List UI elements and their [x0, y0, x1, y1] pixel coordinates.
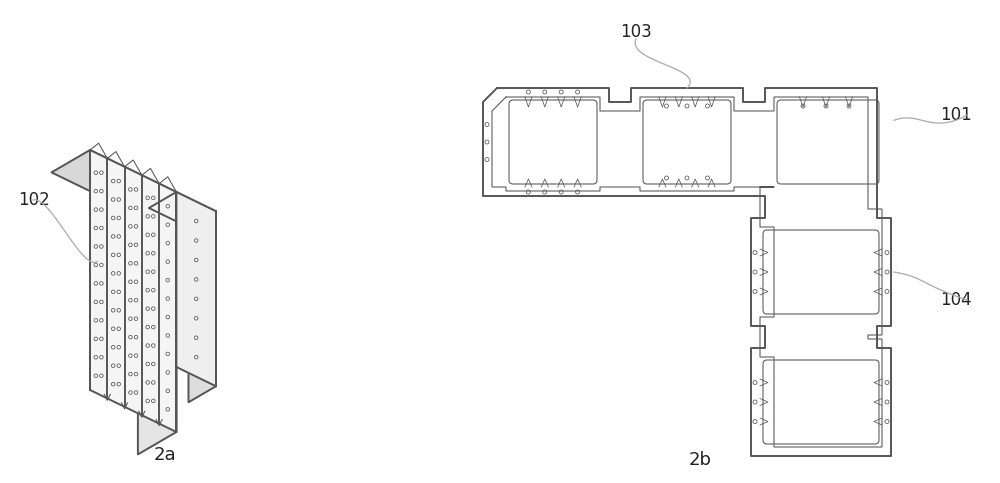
- Text: 2a: 2a: [154, 446, 176, 464]
- Text: 104: 104: [940, 291, 972, 309]
- Text: 102: 102: [18, 191, 50, 209]
- Text: 101: 101: [940, 106, 972, 124]
- Polygon shape: [138, 192, 176, 455]
- Polygon shape: [52, 150, 176, 214]
- Polygon shape: [90, 150, 176, 432]
- Polygon shape: [483, 88, 891, 456]
- Polygon shape: [149, 192, 216, 227]
- Text: 2b: 2b: [688, 451, 712, 469]
- Polygon shape: [188, 211, 216, 402]
- Text: 103: 103: [620, 23, 652, 41]
- Polygon shape: [176, 192, 216, 386]
